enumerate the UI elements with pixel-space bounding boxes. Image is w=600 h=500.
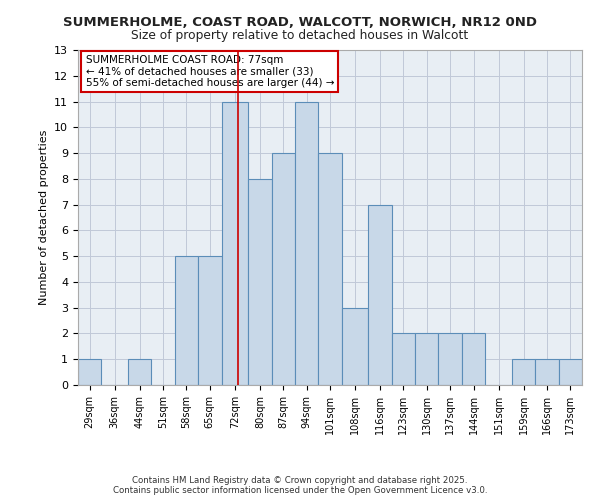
Text: SUMMERHOLME, COAST ROAD, WALCOTT, NORWICH, NR12 0ND: SUMMERHOLME, COAST ROAD, WALCOTT, NORWIC… bbox=[63, 16, 537, 29]
Bar bbox=[462, 334, 485, 385]
Bar bbox=[392, 334, 415, 385]
Text: Contains HM Land Registry data © Crown copyright and database right 2025.
Contai: Contains HM Land Registry data © Crown c… bbox=[113, 476, 487, 495]
Text: Size of property relative to detached houses in Walcott: Size of property relative to detached ho… bbox=[131, 29, 469, 42]
Y-axis label: Number of detached properties: Number of detached properties bbox=[38, 130, 49, 305]
Bar bbox=[78, 359, 101, 385]
Bar bbox=[559, 359, 582, 385]
Bar bbox=[535, 359, 559, 385]
Bar bbox=[175, 256, 198, 385]
Bar bbox=[295, 102, 319, 385]
Bar bbox=[439, 334, 462, 385]
Text: SUMMERHOLME COAST ROAD: 77sqm
← 41% of detached houses are smaller (33)
55% of s: SUMMERHOLME COAST ROAD: 77sqm ← 41% of d… bbox=[86, 55, 334, 88]
Bar bbox=[128, 359, 151, 385]
Bar bbox=[512, 359, 535, 385]
Bar bbox=[368, 204, 392, 385]
Bar bbox=[198, 256, 221, 385]
Bar bbox=[272, 153, 295, 385]
Bar bbox=[248, 179, 272, 385]
Bar bbox=[319, 153, 341, 385]
Bar bbox=[341, 308, 368, 385]
Bar bbox=[221, 102, 248, 385]
Bar bbox=[415, 334, 439, 385]
